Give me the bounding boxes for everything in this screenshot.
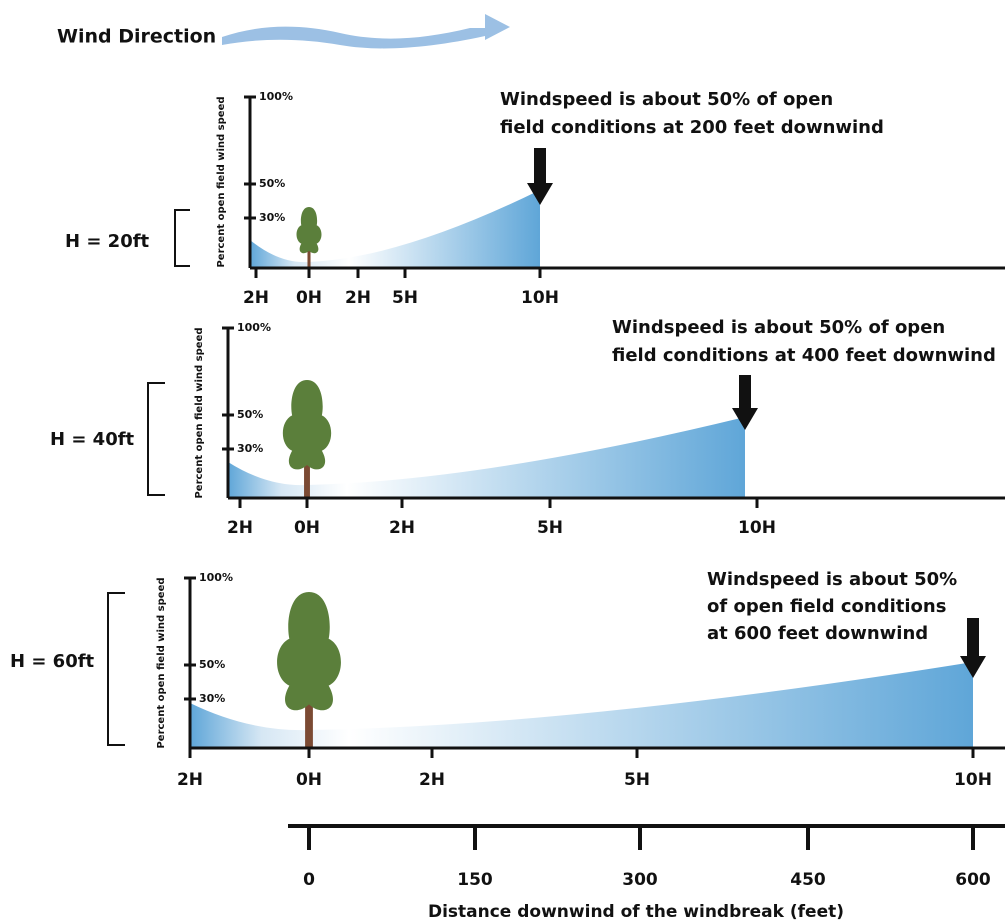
wind-profile xyxy=(250,190,540,268)
tree-trunk xyxy=(305,685,313,748)
x-tick-label: 0H xyxy=(296,288,322,308)
annotation: Windspeed is about 50% of open xyxy=(500,89,833,110)
tree-trunk xyxy=(304,450,310,498)
wind-profile xyxy=(228,417,745,498)
height-bracket xyxy=(107,592,125,746)
x-tick-label: 10H xyxy=(954,770,992,790)
annotation: at 600 feet downwind xyxy=(707,623,928,644)
annotation: field conditions at 200 feet downwind xyxy=(500,117,884,138)
tree-crown xyxy=(282,380,332,470)
tree-crown xyxy=(296,207,322,254)
down-arrow xyxy=(960,618,986,678)
annotation: of open field conditions xyxy=(707,596,946,617)
wind-arrow xyxy=(222,14,510,49)
height-label: H = 60ft xyxy=(10,651,95,672)
distance-tick-label: 450 xyxy=(790,870,826,890)
y-axis-label: Percent open field wind speed xyxy=(156,577,167,748)
annotation: field conditions at 400 feet downwind xyxy=(612,345,996,366)
y-tick-label: 50% xyxy=(199,658,225,671)
x-tick-label: 0H xyxy=(296,770,322,790)
x-tick-label: 2H xyxy=(419,770,445,790)
y-axis-label: Percent open field wind speed xyxy=(194,327,205,498)
y-tick-label: 30% xyxy=(237,442,263,455)
x-tick-label: 10H xyxy=(521,288,559,308)
y-axis-label: Percent open field wind speed xyxy=(216,96,227,267)
x-tick-label: 10H xyxy=(738,518,776,538)
y-tick-label: 50% xyxy=(237,408,263,421)
height-label: H = 20ft xyxy=(65,231,150,252)
x-tick-label: 2H xyxy=(243,288,269,308)
x-tick-label: 2H xyxy=(389,518,415,538)
x-tick-label: 5H xyxy=(392,288,418,308)
annotation: Windspeed is about 50% xyxy=(707,569,957,590)
wind-profile xyxy=(190,662,973,748)
y-tick-label: 100% xyxy=(237,321,271,334)
y-tick-label: 50% xyxy=(259,177,285,190)
distance-tick-label: 0 xyxy=(303,870,315,890)
x-tick-label: 2H xyxy=(227,518,253,538)
height-bracket xyxy=(174,209,190,267)
wind-label: Wind Direction xyxy=(57,26,216,48)
y-tick-label: 30% xyxy=(259,211,285,224)
annotation: Windspeed is about 50% of open xyxy=(612,317,945,338)
down-arrow xyxy=(527,148,553,205)
distance-tick-label: 600 xyxy=(955,870,991,890)
x-tick-label: 2H xyxy=(177,770,203,790)
x-tick-label: 5H xyxy=(624,770,650,790)
y-tick-label: 100% xyxy=(199,571,233,584)
tree-trunk xyxy=(307,243,311,268)
x-tick-label: 5H xyxy=(537,518,563,538)
y-tick-label: 100% xyxy=(259,90,293,103)
distance-axis-label: Distance downwind of the windbreak (feet… xyxy=(428,902,844,921)
down-arrow xyxy=(732,375,758,430)
y-tick-label: 30% xyxy=(199,692,225,705)
height-label: H = 40ft xyxy=(50,429,135,450)
distance-tick-label: 300 xyxy=(622,870,658,890)
x-tick-label: 0H xyxy=(294,518,320,538)
tree-crown xyxy=(277,592,341,711)
x-tick-label: 2H xyxy=(345,288,371,308)
distance-tick-label: 150 xyxy=(457,870,493,890)
height-bracket xyxy=(147,382,165,496)
